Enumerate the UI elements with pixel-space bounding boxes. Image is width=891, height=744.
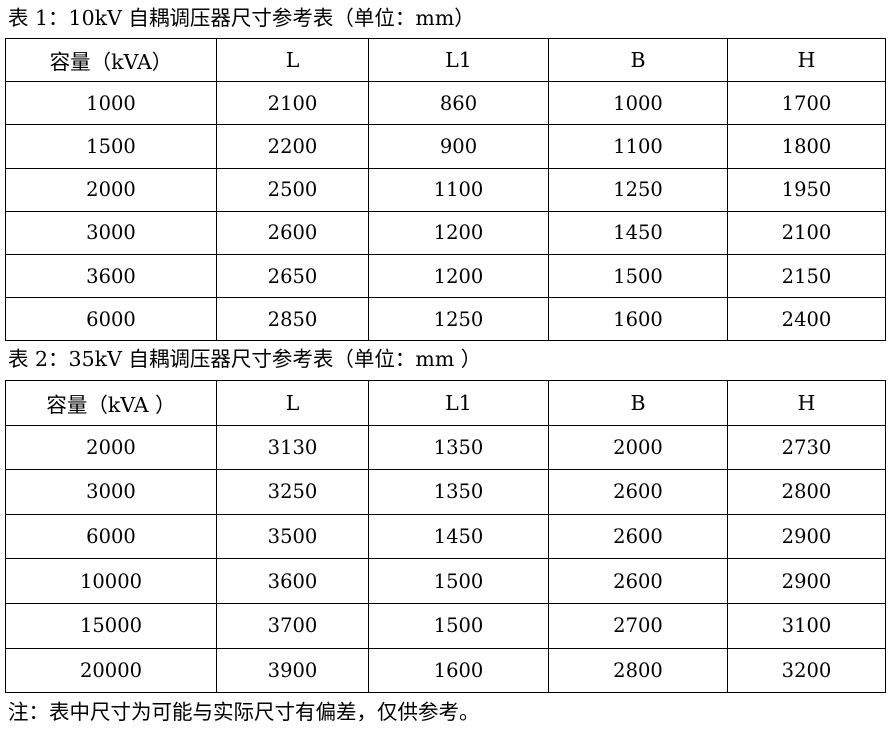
table-cell: 2400 (727, 297, 886, 342)
table-row: 3600 2650 1200 1500 2150 (5, 253, 886, 299)
table-row: 3000 2600 1200 1450 2100 (5, 210, 886, 255)
table-cell: 10000 (5, 558, 217, 604)
table-cell: 2600 (548, 513, 728, 560)
table-cell: 1000 (548, 81, 728, 126)
table-cell: 1350 (368, 424, 549, 471)
table-cell: 1500 (368, 558, 549, 604)
table-cell: 2600 (548, 558, 728, 604)
table-cell: 1200 (368, 253, 549, 299)
table-cell: 3250 (216, 469, 369, 515)
table-1-header-row: 容量（kVA） L L1 B H (5, 37, 886, 83)
table-2-header-l: L (216, 380, 369, 426)
table-cell: 1100 (548, 124, 728, 169)
table-cell: 2600 (548, 469, 728, 515)
table-cell: 1600 (368, 647, 549, 694)
table-cell: 3500 (216, 513, 369, 560)
table-cell: 2800 (727, 469, 886, 515)
footnote: 注：表中尺寸为可能与实际尺寸有偏差，仅供参考。 (8, 700, 480, 724)
table-row: 6000 2850 1250 1600 2400 (5, 297, 886, 342)
table-cell: 1500 (368, 602, 549, 649)
table-cell: 3130 (216, 424, 369, 471)
table-cell: 6000 (5, 297, 217, 342)
table-cell: 3600 (216, 558, 369, 604)
table-cell: 1500 (5, 124, 217, 169)
table-cell: 3100 (727, 602, 886, 649)
table-1-header-l: L (216, 37, 369, 83)
table-row: 20000 3900 1600 2800 3200 (5, 647, 886, 694)
table-row: 1000 2100 860 1000 1700 (5, 81, 886, 126)
table-cell: 2800 (548, 647, 728, 694)
table-cell: 3000 (5, 210, 217, 255)
table-row: 10000 3600 1500 2600 2900 (5, 558, 886, 604)
table-cell: 1950 (727, 167, 886, 212)
table-2-header-b: B (548, 380, 728, 426)
table-cell: 3900 (216, 647, 369, 694)
table-cell: 2000 (548, 424, 728, 471)
table-cell: 2700 (548, 602, 728, 649)
table-row: 3000 3250 1350 2600 2800 (5, 469, 886, 515)
table-cell: 900 (368, 124, 549, 169)
table-2-header-l1: L1 (368, 380, 549, 426)
table-cell: 1100 (368, 167, 549, 212)
table-cell: 3200 (727, 647, 886, 694)
table-cell: 15000 (5, 602, 217, 649)
table-cell: 2900 (727, 513, 886, 560)
table-cell: 3600 (5, 253, 217, 299)
table-cell: 1800 (727, 124, 886, 169)
table-row: 1500 2200 900 1100 1800 (5, 124, 886, 169)
table-row: 2000 3130 1350 2000 2730 (5, 424, 886, 471)
table-cell: 1250 (368, 297, 549, 342)
table-row: 15000 3700 1500 2700 3100 (5, 602, 886, 649)
table-2-header-capacity: 容量（kVA ） (5, 380, 217, 426)
table-cell: 2000 (5, 424, 217, 471)
table-1-header-l1: L1 (368, 37, 549, 83)
table-2-header-h: H (727, 380, 886, 426)
table-cell: 860 (368, 81, 549, 126)
table-cell: 1250 (548, 167, 728, 212)
table-row: 6000 3500 1450 2600 2900 (5, 513, 886, 560)
table-row: 2000 2500 1100 1250 1950 (5, 167, 886, 212)
table-1: 容量（kVA） L L1 B H 1000 2100 860 1000 1700… (5, 37, 886, 342)
table-cell: 1350 (368, 469, 549, 515)
table-2: 容量（kVA ） L L1 B H 2000 3130 1350 2000 27… (5, 380, 886, 694)
table-cell: 1700 (727, 81, 886, 126)
table-cell: 2200 (216, 124, 369, 169)
table-2-header-row: 容量（kVA ） L L1 B H (5, 380, 886, 426)
table-cell: 2900 (727, 558, 886, 604)
table-cell: 2100 (727, 210, 886, 255)
table-cell: 1450 (548, 210, 728, 255)
table-cell: 1450 (368, 513, 549, 560)
table-1-header-b: B (548, 37, 728, 83)
table-cell: 2650 (216, 253, 369, 299)
table-cell: 2000 (5, 167, 217, 212)
table-cell: 1600 (548, 297, 728, 342)
table-cell: 3700 (216, 602, 369, 649)
table-cell: 1000 (5, 81, 217, 126)
table-1-header-h: H (727, 37, 886, 83)
table-1-header-capacity: 容量（kVA） (5, 37, 217, 83)
table-cell: 2500 (216, 167, 369, 212)
table-cell: 6000 (5, 513, 217, 560)
table-cell: 2100 (216, 81, 369, 126)
table-cell: 1200 (368, 210, 549, 255)
table-cell: 3000 (5, 469, 217, 515)
table-cell: 1500 (548, 253, 728, 299)
table-cell: 2730 (727, 424, 886, 471)
table-cell: 20000 (5, 647, 217, 694)
table-1-caption: 表 1：10kV 自耦调压器尺寸参考表（单位：mm） (8, 6, 475, 30)
table-2-caption: 表 2：35kV 自耦调压器尺寸参考表（单位：mm ） (8, 347, 482, 371)
table-cell: 2600 (216, 210, 369, 255)
table-cell: 2150 (727, 253, 886, 299)
table-cell: 2850 (216, 297, 369, 342)
